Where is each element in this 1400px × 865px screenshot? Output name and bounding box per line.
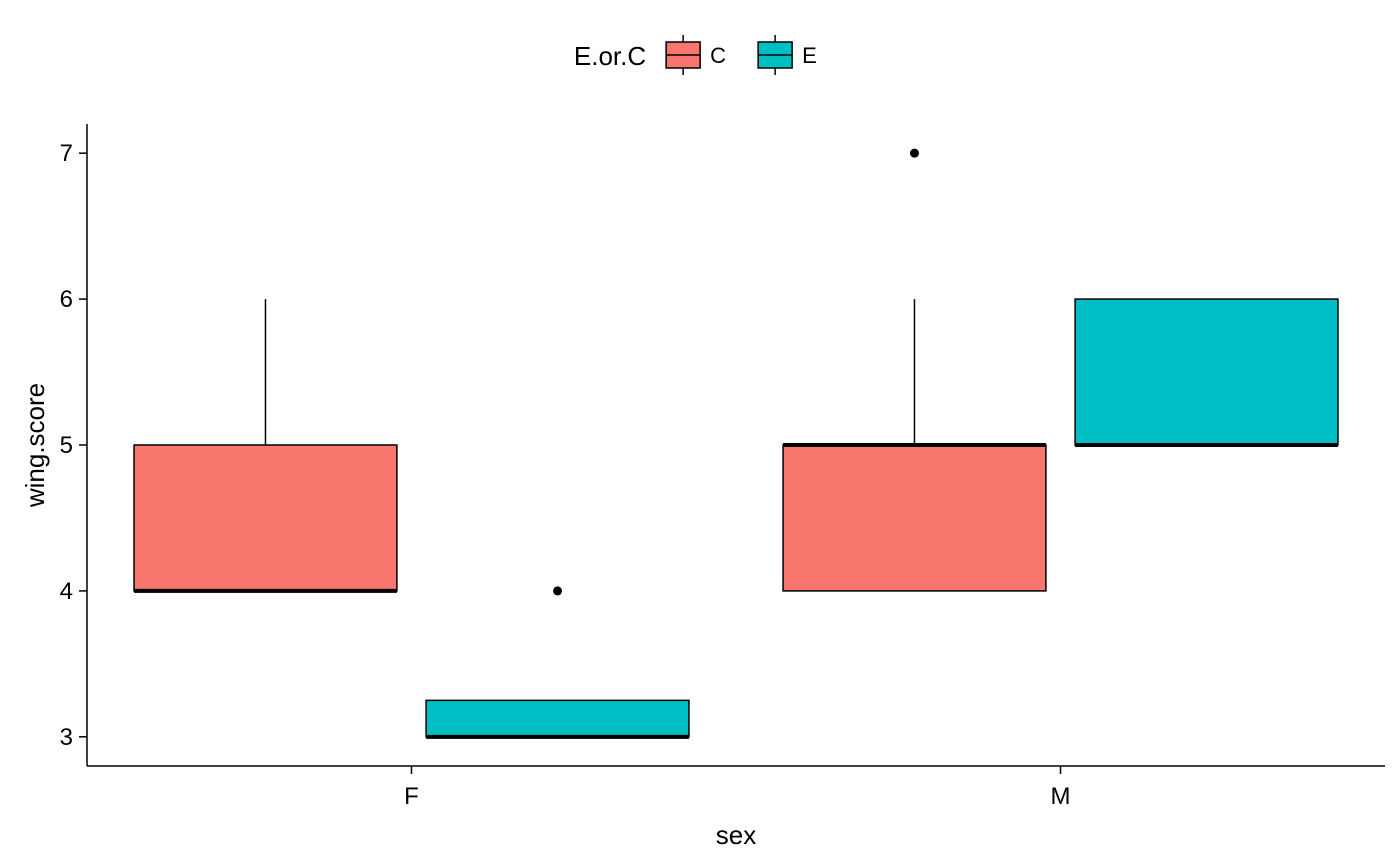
legend-title: E.or.C [574,41,646,71]
y-tick-label: 7 [60,140,73,167]
y-axis-ticks: 3 4 5 6 7 [60,140,87,751]
y-axis-title: wing.score [20,383,50,508]
x-axis-title: sex [716,820,756,850]
y-tick-label: 4 [60,578,73,605]
box-body [1074,298,1339,446]
legend-item-C: C [665,35,726,75]
box-body [425,699,690,738]
outlier-point [909,148,919,158]
box-E-M [1074,298,1339,447]
box-body [133,444,398,592]
box-C-M [782,148,1047,592]
legend: E.or.C C E [574,35,817,75]
legend-label: E [802,43,817,68]
x-tick-label: F [404,783,419,810]
legend-label: C [710,43,726,68]
y-tick-label: 6 [60,286,73,313]
box-groups [133,148,1339,739]
legend-item-E: E [757,35,817,75]
x-tick-label: M [1051,783,1071,810]
outlier-point [553,586,563,596]
y-tick-label: 5 [60,432,73,459]
y-tick-label: 3 [60,724,73,751]
box-E-F [425,586,690,739]
box-body [782,444,1047,592]
box-C-F [133,299,398,593]
